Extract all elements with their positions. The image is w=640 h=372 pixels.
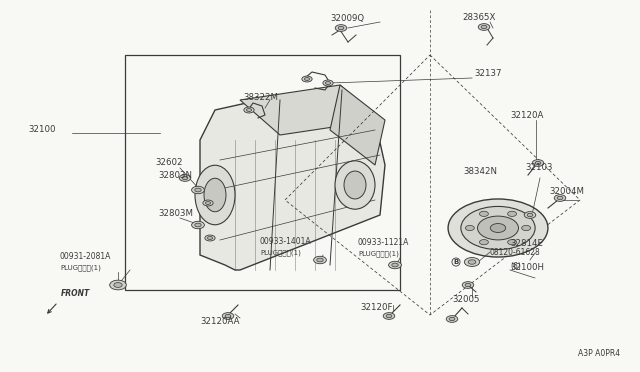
Circle shape: [392, 263, 398, 267]
Circle shape: [225, 314, 231, 318]
Circle shape: [508, 211, 516, 217]
Text: 32103: 32103: [525, 163, 552, 171]
Text: 32100H: 32100H: [510, 263, 544, 272]
Circle shape: [383, 312, 395, 319]
Circle shape: [326, 81, 331, 84]
Text: 32137: 32137: [474, 68, 502, 77]
Polygon shape: [330, 85, 385, 165]
Circle shape: [388, 261, 401, 269]
Text: 32814E: 32814E: [510, 238, 543, 247]
Circle shape: [323, 80, 333, 86]
Text: 32602: 32602: [155, 157, 182, 167]
Circle shape: [386, 314, 392, 318]
Circle shape: [479, 240, 488, 245]
Circle shape: [317, 258, 323, 262]
Circle shape: [222, 312, 234, 319]
Text: 32004M: 32004M: [549, 187, 584, 196]
Circle shape: [114, 283, 122, 288]
Circle shape: [195, 188, 201, 192]
Text: 32120F: 32120F: [360, 304, 392, 312]
Polygon shape: [200, 100, 385, 270]
Text: FRONT: FRONT: [61, 289, 90, 298]
Circle shape: [182, 176, 188, 180]
Circle shape: [244, 107, 254, 113]
Circle shape: [532, 160, 544, 166]
Circle shape: [465, 225, 474, 231]
Circle shape: [338, 26, 344, 30]
Circle shape: [446, 316, 458, 323]
Circle shape: [557, 196, 563, 200]
Text: 00933-1121A: 00933-1121A: [358, 238, 410, 247]
Circle shape: [462, 282, 474, 288]
Ellipse shape: [195, 165, 235, 225]
Circle shape: [522, 225, 531, 231]
Circle shape: [461, 206, 535, 250]
Text: 08120-61628: 08120-61628: [490, 248, 541, 257]
Text: 32120AA: 32120AA: [200, 317, 239, 327]
Text: PLUGプラグ(1): PLUGプラグ(1): [358, 250, 399, 257]
Circle shape: [205, 235, 215, 241]
Circle shape: [554, 195, 566, 201]
Text: 38342N: 38342N: [463, 167, 497, 176]
Ellipse shape: [344, 171, 366, 199]
Bar: [125, 55, 400, 290]
Circle shape: [203, 200, 213, 206]
Text: 38322M: 38322M: [243, 93, 278, 102]
Circle shape: [191, 221, 204, 229]
Text: (6): (6): [510, 262, 521, 271]
Circle shape: [449, 317, 455, 321]
Circle shape: [535, 161, 541, 165]
Text: 00931-2081A: 00931-2081A: [60, 252, 111, 261]
Circle shape: [468, 260, 476, 264]
Polygon shape: [240, 85, 380, 135]
Circle shape: [479, 211, 488, 217]
Text: 32803N: 32803N: [158, 170, 192, 180]
Circle shape: [207, 237, 212, 240]
Circle shape: [109, 280, 126, 290]
Circle shape: [524, 212, 536, 218]
Text: 32100: 32100: [28, 125, 56, 135]
Circle shape: [179, 174, 191, 181]
Circle shape: [305, 77, 310, 80]
Circle shape: [508, 240, 516, 245]
Circle shape: [477, 216, 518, 240]
Text: 32009Q: 32009Q: [330, 13, 364, 22]
Circle shape: [314, 256, 326, 264]
Text: 32005: 32005: [452, 295, 479, 305]
Circle shape: [465, 257, 480, 266]
Text: 32803M: 32803M: [158, 208, 193, 218]
Circle shape: [195, 223, 201, 227]
Circle shape: [302, 76, 312, 82]
Circle shape: [465, 283, 471, 287]
Text: 28365X: 28365X: [462, 13, 495, 22]
Circle shape: [481, 25, 487, 29]
Circle shape: [478, 24, 490, 31]
Text: 32120A: 32120A: [510, 110, 543, 119]
Text: PLUGプラグ(1): PLUGプラグ(1): [260, 249, 301, 256]
Ellipse shape: [204, 178, 226, 212]
Circle shape: [191, 186, 204, 194]
Text: 00933-1401A: 00933-1401A: [260, 237, 312, 246]
Circle shape: [490, 224, 506, 232]
Text: B: B: [453, 259, 459, 265]
Text: PLUGプラグ(1): PLUGプラグ(1): [60, 264, 101, 270]
Circle shape: [335, 25, 347, 31]
Circle shape: [205, 202, 211, 205]
Ellipse shape: [335, 161, 375, 209]
Circle shape: [448, 199, 548, 257]
Circle shape: [527, 213, 533, 217]
Circle shape: [246, 109, 252, 112]
Text: A3P A0PR4: A3P A0PR4: [578, 349, 620, 358]
